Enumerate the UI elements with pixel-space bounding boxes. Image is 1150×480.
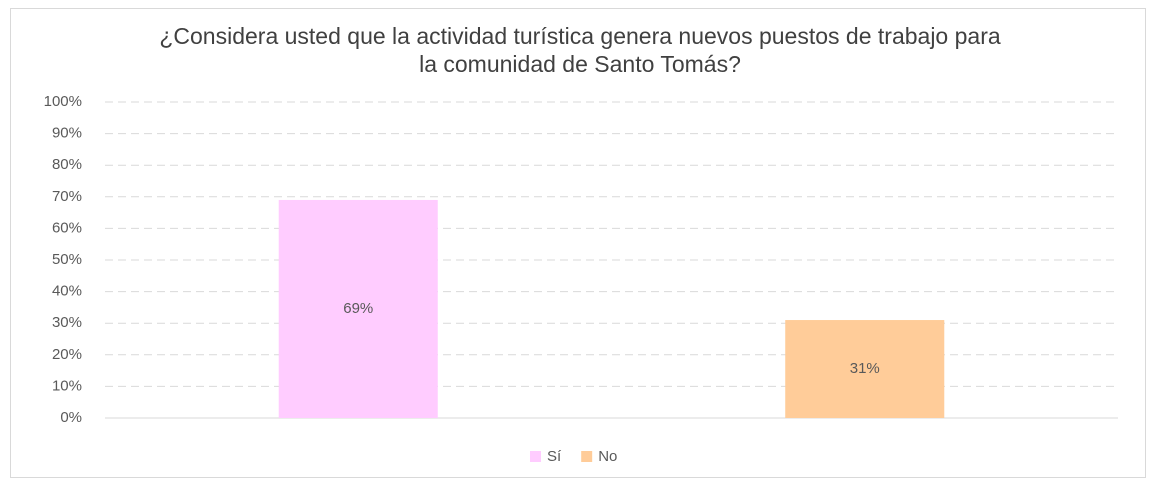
legend-swatch (530, 451, 541, 462)
y-tick-label: 70% (52, 188, 82, 205)
bar (278, 199, 438, 418)
legend-label: Sí (547, 448, 562, 465)
y-tick-label: 40% (52, 283, 82, 300)
y-tick-label: 80% (52, 156, 82, 173)
y-tick-label: 20% (52, 346, 82, 363)
legend-swatch (581, 451, 593, 462)
y-tick-label: 10% (52, 377, 82, 394)
data-label: 69% (343, 300, 373, 317)
chart-frame (10, 8, 1146, 478)
y-tick-label: 50% (52, 251, 82, 268)
legend-label: No (598, 448, 617, 465)
data-label: 31% (850, 360, 880, 377)
y-tick-label: 100% (44, 93, 82, 110)
y-tick-label: 30% (52, 314, 82, 331)
bar (785, 320, 945, 418)
y-tick-label: 0% (60, 409, 82, 426)
y-tick-label: 60% (52, 219, 82, 236)
chart-title: ¿Considera usted que la actividad turíst… (159, 23, 1001, 77)
y-tick-label: 90% (52, 125, 82, 142)
